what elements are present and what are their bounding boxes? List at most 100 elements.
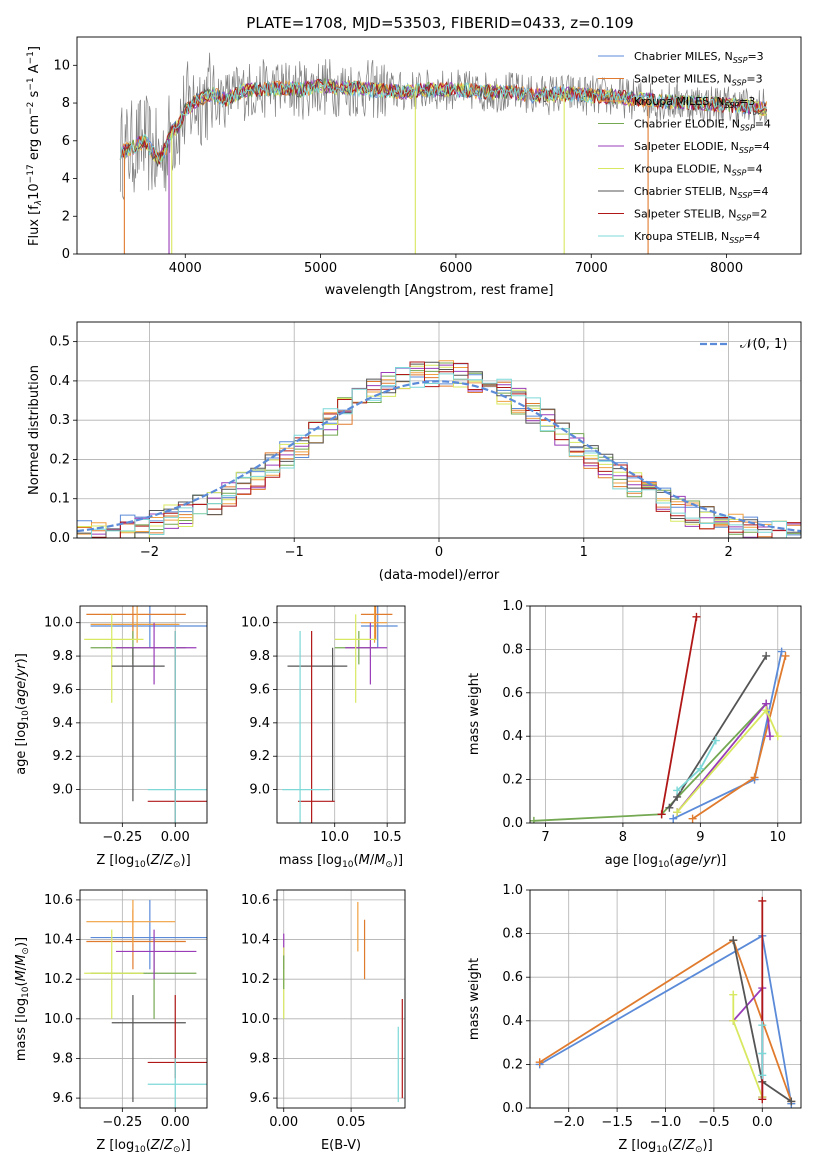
mass-vs-EBV-frame — [276, 889, 406, 1109]
weight-vs-age-point-marker — [692, 612, 701, 621]
residuals-histogram-step — [77, 367, 801, 538]
weight-vs-age-ytick-label: 0.2 — [502, 773, 523, 788]
age-vs-mass-xlabel-part: ⊙ — [385, 860, 393, 870]
legend-entry: Chabrier MILES, NSSP=3 — [634, 50, 764, 65]
age-vs-Z-ytick-label: 9.8 — [52, 649, 73, 664]
legend-entry-part: =4 — [746, 163, 762, 176]
legend-entry-part: =3 — [739, 95, 755, 108]
spectrum-ylabel-part: −17 — [26, 164, 36, 183]
age-vs-mass-xlabel-part: ( — [354, 853, 359, 868]
weight-vs-age-point-marker — [750, 773, 759, 782]
spectrum-xtick-label: 4000 — [169, 261, 202, 276]
residuals-ytick-label: 0.3 — [49, 413, 70, 428]
weight-vs-Z-point-marker — [729, 1016, 738, 1025]
residuals-ytick-label: 0.2 — [49, 452, 70, 467]
age-vs-Z-frame — [79, 605, 208, 824]
mass-vs-Z-ytick-label: 9.8 — [52, 1051, 73, 1066]
weight-vs-Z-point-marker — [729, 990, 738, 999]
weight-vs-age-xlabel-part: ( — [669, 853, 674, 868]
weight-vs-Z-xlabel-part: Z — [672, 1138, 683, 1153]
age-vs-mass-xlabel-part: mass [log — [279, 853, 342, 868]
mass-vs-Z-ylabel-part: ⊙ — [21, 947, 31, 955]
age-vs-Z-ylabel: age [log10(age/yr)] — [14, 653, 31, 775]
mass-vs-Z-xlabel-part: / — [160, 1138, 165, 1153]
mass-vs-Z-ytick-label: 10.4 — [44, 933, 73, 948]
legend-entry-part: SSP — [729, 236, 744, 245]
weight-vs-Z-xtick-label: 0.0 — [752, 1115, 773, 1130]
age-vs-Z-ylabel-part: / — [14, 676, 29, 681]
legend-entry-part: SSP — [724, 101, 739, 110]
legend-entry-part: SSP — [733, 56, 748, 65]
mass-vs-Z-xlabel-part: )] — [181, 1138, 191, 1153]
mass-vs-Z-xlabel-part: ( — [146, 1138, 151, 1153]
residuals-ytick-label: 0.4 — [49, 374, 70, 389]
legend-entry: Kroupa ELODIE, NSSP=4 — [634, 163, 763, 178]
weight-vs-Z-xtick-label: −2.0 — [553, 1115, 585, 1130]
weight-vs-age-point-marker — [665, 803, 674, 812]
mass-vs-Z-ylabel-part: mass [log — [14, 998, 29, 1061]
spectrum-ylabel-part: s — [27, 90, 42, 101]
residuals-histogram-step — [77, 364, 801, 538]
mass-vs-EBV-ytick-label: 10.4 — [241, 933, 270, 948]
age-vs-Z-xtick-label: −0.25 — [102, 830, 142, 845]
weight-vs-age-point-marker — [777, 647, 786, 656]
weight-vs-age-xtick-label: 7 — [541, 830, 549, 845]
weight-vs-Z-xlabel-part: 10 — [656, 1145, 668, 1155]
weight-vs-Z-ytick-label: 0.6 — [502, 970, 523, 985]
weight-vs-Z-point-marker — [729, 936, 738, 945]
mass-vs-Z-ytick-label: 10.0 — [44, 1012, 73, 1027]
age-vs-Z-ylabel-part: age [log — [14, 722, 29, 775]
weight-vs-age-xlabel-part: yr — [702, 853, 718, 868]
age-vs-Z-ylabel-part: age — [14, 681, 29, 705]
weight-vs-Z-plot-area — [535, 896, 796, 1108]
spectrum-ytick-label: 0 — [62, 247, 70, 262]
legend-entry: Chabrier STELIB, NSSP=4 — [634, 185, 768, 200]
spectrum-ylabel-part: erg cm — [27, 115, 42, 164]
age-vs-mass-xlabel-part: 10 — [342, 860, 354, 870]
weight-vs-Z-point-marker — [787, 1097, 796, 1106]
weight-vs-age-point-marker — [669, 814, 678, 823]
legend-entry-part: SSP — [736, 214, 751, 223]
age-vs-Z-xlabel-part: )] — [181, 853, 191, 868]
legend-entry-part: SSP — [738, 191, 753, 200]
age-vs-mass-ytick-label: 9.8 — [249, 649, 270, 664]
legend-entry-part: Kroupa STELIB, N — [634, 230, 729, 243]
spectrum-frame — [76, 36, 802, 255]
weight-vs-age-frame — [529, 605, 802, 824]
legend-entry-part: =4 — [754, 140, 770, 153]
mass-vs-EBV-xlabel: E(B-V) — [321, 1138, 361, 1153]
weight-vs-age-ytick-label: 0.6 — [502, 686, 523, 701]
residuals-ytick-label: 0.1 — [49, 492, 70, 507]
age-vs-mass-xlabel-part: )] — [393, 853, 403, 868]
spectrum-xlabel: wavelength [Angstrom, rest frame] — [325, 283, 554, 298]
weight-vs-Z-xtick-label: −0.5 — [698, 1115, 730, 1130]
weight-vs-age-ytick-label: 0.8 — [502, 642, 523, 657]
age-vs-Z-plot-area — [84, 606, 207, 823]
weight-vs-age-xtick-label: 9 — [696, 830, 704, 845]
legend-entry-part: Salpeter MILES, N — [634, 73, 732, 86]
mass-vs-Z-ytick-label: 10.2 — [44, 972, 73, 987]
figure-title: PLATE=1708, MJD=53503, FIBERID=0433, z=0… — [246, 14, 633, 32]
legend-entry: Salpeter MILES, NSSP=3 — [634, 73, 763, 88]
spectrum-plot-area — [119, 52, 768, 254]
weight-vs-Z-ytick-label: 0.8 — [502, 927, 523, 942]
weight-vs-age-xtick-label: 8 — [619, 830, 627, 845]
weight-vs-age-point-marker — [762, 706, 771, 715]
residuals-ytick-label: 0.5 — [49, 335, 70, 350]
weight-vs-age-point-marker — [530, 816, 538, 823]
age-vs-mass-xlabel-part: M — [374, 853, 385, 868]
weight-vs-age-series-line — [533, 702, 767, 822]
weight-vs-Z-ylabel: mass weight — [467, 958, 482, 1040]
weight-vs-Z-frame — [529, 889, 802, 1109]
weight-vs-age-ytick-label: 1.0 — [502, 599, 523, 614]
weight-vs-Z-xlabel-part: )] — [703, 1138, 713, 1153]
weight-vs-Z-ytick-label: 0.4 — [502, 1014, 523, 1029]
mass-vs-EBV-axes: 0.00 0.05 9.6 9.8 10.0 10.2 10.4 10.6 — [241, 890, 405, 1130]
legend-entry: Chabrier ELODIE, NSSP=4 — [634, 118, 771, 133]
spectrum-ylabel-part: A — [27, 64, 42, 77]
weight-vs-Z-point-marker — [758, 1049, 767, 1058]
residuals-xtick-label: 0 — [435, 545, 443, 560]
age-vs-Z-xlabel-part: ( — [146, 853, 151, 868]
age-vs-Z-ylabel-part: 10 — [21, 710, 31, 722]
residuals-legend-label: 𝒩(0, 1) — [740, 337, 787, 352]
